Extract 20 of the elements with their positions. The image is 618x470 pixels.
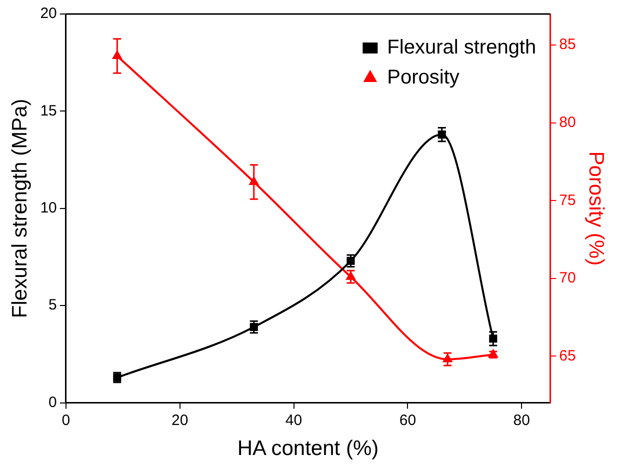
y2-tick-label: 65 (559, 347, 576, 364)
y2-tick-label: 75 (559, 192, 576, 209)
y-tick-label: 5 (48, 296, 57, 314)
legend-label: Porosity (387, 66, 460, 89)
legend-label: Flexural strength (387, 36, 536, 59)
x-axis-title: HA content (%) (237, 437, 379, 460)
y-tick-label: 15 (40, 102, 57, 120)
x-tick-label: 80 (513, 412, 530, 429)
x-tick-label: 20 (171, 412, 188, 429)
x-tick-label: 0 (62, 412, 70, 429)
y-tick-label: 20 (40, 5, 57, 22)
y-axis-title: Flexural strength (MPa) (8, 98, 32, 318)
y-tick-label: 0 (48, 394, 57, 411)
y2-tick-label: 85 (559, 36, 576, 54)
y-tick-label: 10 (40, 200, 57, 217)
x-tick-label: 40 (285, 412, 302, 429)
y2-axis-title: Porosity (%) (584, 151, 608, 266)
y2-tick-label: 80 (559, 114, 576, 132)
y2-tick-label: 70 (559, 270, 576, 287)
x-tick-label: 60 (399, 412, 416, 429)
